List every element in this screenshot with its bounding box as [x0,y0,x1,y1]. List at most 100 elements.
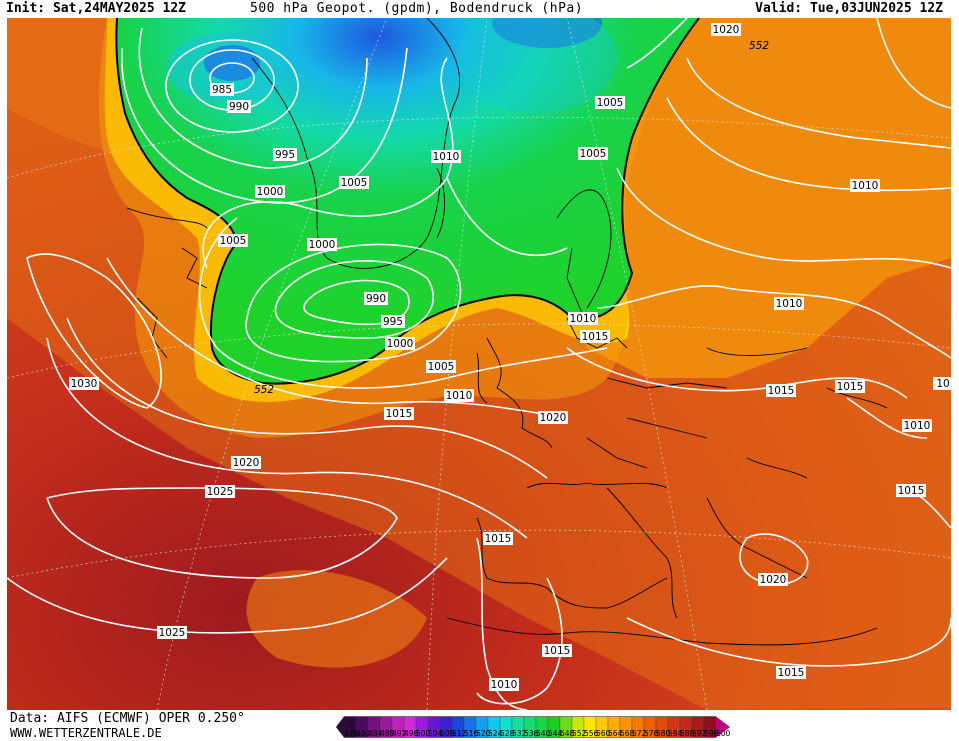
svg-text:1010: 1010 [491,679,518,691]
svg-text:1000: 1000 [257,186,284,198]
svg-text:1015: 1015 [582,331,609,343]
label-1015f: 1015 [896,484,926,497]
color-scale-label: 552 [572,729,587,738]
color-scale-label: 600 [716,729,731,738]
label-1010g: 1010 [489,678,519,691]
label-1005d: 1005 [578,147,608,160]
label-995a: 995 [273,148,297,161]
svg-text:552: 552 [254,384,274,396]
color-scale-label: 540 [536,729,551,738]
svg-text:10: 10 [936,378,949,390]
map-title: 500 hPa Geopot. (gpdm), Bodendruck (hPa) [250,1,584,16]
isobar-labels: 985 990 995 1000 1005 1005 1010 1005 100… [69,23,951,691]
svg-text:1010: 1010 [776,298,803,310]
color-scale-label: 480 [356,729,371,738]
svg-text:1005: 1005 [220,235,247,247]
label-1020d: 1020 [758,573,788,586]
color-scale-label: 484 [368,729,383,738]
label-1010f: 1010 [902,419,932,432]
color-scale-label: 544 [548,729,563,738]
label-1030: 1030 [69,377,99,390]
graticule [7,18,951,710]
svg-text:1005: 1005 [341,177,368,189]
label-1010c: 1010 [444,389,474,402]
svg-text:990: 990 [229,101,249,113]
color-scale-label: 580 [656,729,671,738]
svg-text:1000: 1000 [309,239,336,251]
svg-text:995: 995 [383,316,403,328]
trough-area [116,18,700,384]
label-552a: 552 [254,384,274,396]
data-source: Data: AIFS (ECMWF) OPER 0.250° [10,711,245,726]
label-1005e: 1005 [426,360,456,373]
color-scale-label: 520 [476,729,491,738]
label-edge-10: 10 [933,377,951,390]
website-credit: WWW.WETTERZENTRALE.DE [10,726,162,740]
color-scale-label: 512 [452,729,467,738]
color-scale-label: 548 [560,729,575,738]
low-north-blue [492,18,602,48]
svg-text:1020: 1020 [713,24,740,36]
svg-text:1020: 1020 [760,574,787,586]
color-scale-cells [336,716,730,738]
coastlines [126,18,888,646]
svg-text:1010: 1010 [852,180,879,192]
color-scale-bar [336,716,730,738]
footer: Data: AIFS (ECMWF) OPER 0.250° WWW.WETTE… [0,710,959,741]
svg-text:1005: 1005 [597,97,624,109]
label-1000a: 1000 [255,185,285,198]
color-scale-labels: 476 480 484 488 492 496 500 504 508 512 516 520 524 5… [344,729,731,741]
low-north-cyan [457,18,617,113]
svg-text:1000: 1000 [387,338,414,350]
band-orange-north [7,18,127,158]
color-scale-label: 504 [428,729,443,738]
label-1010e: 1010 [774,297,804,310]
color-scale-label: 476 [344,729,359,738]
color-scale-label: 568 [620,729,635,738]
label-1000c: 1000 [385,337,415,350]
svg-text:1015: 1015 [386,408,413,420]
label-985: 985 [210,83,234,96]
contour-552 [115,18,700,385]
svg-text:1005: 1005 [428,361,455,373]
svg-text:1015: 1015 [544,645,571,657]
label-1025a: 1025 [205,485,235,498]
label-1015c: 1015 [766,384,796,397]
svg-text:1015: 1015 [898,485,925,497]
label-990b: 990 [364,292,388,305]
svg-text:1010: 1010 [446,390,473,402]
svg-text:1030: 1030 [71,378,98,390]
header-bar: Init: Sat,24MAY2025 12Z 500 hPa Geopot. … [0,0,959,18]
label-1015d: 1015 [835,380,865,393]
band-orange-east [567,18,951,378]
label-1020a: 1020 [711,23,741,36]
label-1005b: 1005 [218,234,248,247]
svg-text:995: 995 [275,149,295,161]
color-scale-label: 564 [608,729,623,738]
init-time: Init: Sat,24MAY2025 12Z [6,1,187,16]
isobars [7,18,951,710]
svg-text:1010: 1010 [433,151,460,163]
svg-text:1020: 1020 [233,457,260,469]
svg-text:985: 985 [212,84,232,96]
label-1010a: 1010 [431,150,461,163]
svg-text:1025: 1025 [159,627,186,639]
label-1015g: 1015 [542,644,572,657]
svg-text:1010: 1010 [904,420,931,432]
label-1005c: 1005 [595,96,625,109]
color-scale-label: 592 [692,729,707,738]
label-1010b: 1010 [850,179,880,192]
label-1020b: 1020 [538,411,568,424]
color-scale-label: 528 [500,729,515,738]
label-1010d: 1010 [568,312,598,325]
weather-map: 985 990 995 1000 1005 1005 1010 1005 100… [7,18,951,710]
color-scale-label: 508 [440,729,455,738]
valid-time: Valid: Tue,03JUN2025 12Z [755,1,943,16]
color-scale-label: 516 [464,729,479,738]
color-scale-label: 532 [512,729,527,738]
svg-text:990: 990 [366,293,386,305]
color-scale-label: 596 [704,729,719,738]
color-scale-label: 556 [584,729,599,738]
label-1015b: 1015 [384,407,414,420]
color-scale-label: 572 [632,729,647,738]
